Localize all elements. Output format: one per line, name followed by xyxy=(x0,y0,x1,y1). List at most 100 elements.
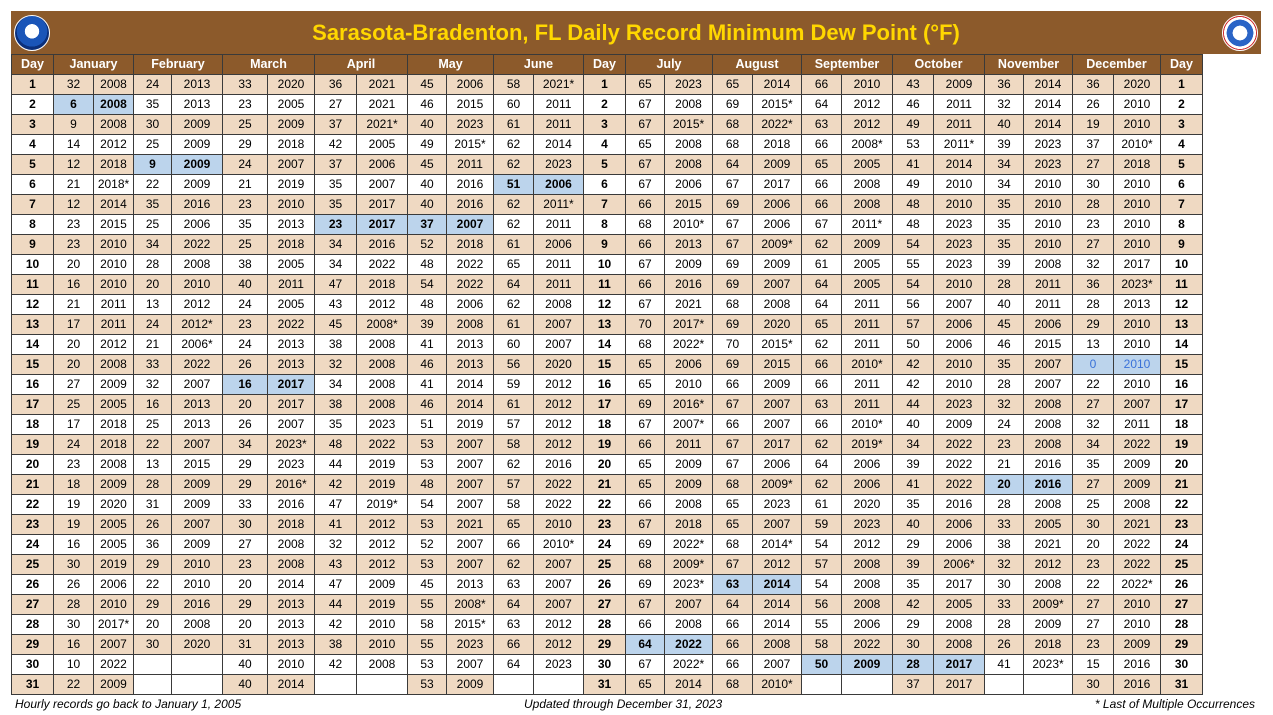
record-value: 67 xyxy=(712,214,753,235)
record-year: 2011* xyxy=(841,214,893,235)
record-value: 67 xyxy=(712,234,753,255)
record-value: 64 xyxy=(801,94,842,115)
record-year: 2009 xyxy=(171,174,223,195)
record-value: 42 xyxy=(892,354,934,375)
record-year: 2015* xyxy=(752,94,802,115)
day-number: 1 xyxy=(11,74,54,95)
record-year: 2010* xyxy=(752,674,802,695)
record-year: 2010 xyxy=(841,74,893,95)
record-value: 67 xyxy=(712,554,753,575)
record-year: 2022* xyxy=(1113,574,1161,595)
table-row: 3 9 2008 30 2009 25 2009 37 2021* 40 2023 61 2011 3 67… xyxy=(11,114,1203,135)
table-row: 25 30 2019 29 2010 23 2008 43 2012 53 2007 62 2007 25… xyxy=(11,554,1203,575)
record-year: 2010 xyxy=(93,594,134,615)
record-value: 23 xyxy=(222,554,268,575)
day-number: 6 xyxy=(583,174,626,195)
record-year: 2010 xyxy=(1023,174,1073,195)
table-row: 31 22 2009 40 2014 53 2009 31 65 2014 68 2010* 37 201… xyxy=(11,674,1203,695)
record-year: 2018 xyxy=(1023,634,1073,655)
record-year: 2008* xyxy=(841,134,893,155)
record-value: 53 xyxy=(892,134,934,155)
record-value: 34 xyxy=(133,234,172,255)
record-value: 38 xyxy=(314,394,357,415)
record-year: 2008 xyxy=(533,294,584,315)
record-value: 34 xyxy=(984,174,1024,195)
record-value: 45 xyxy=(407,74,447,95)
record-value: 64 xyxy=(712,154,753,175)
day-number: 17 xyxy=(583,394,626,415)
record-value: 56 xyxy=(493,354,534,375)
record-value: 23 xyxy=(1072,634,1114,655)
record-year: 2009 xyxy=(933,74,985,95)
record-year: 2009 xyxy=(1113,634,1161,655)
record-value: 63 xyxy=(493,574,534,595)
record-year: 2016 xyxy=(664,274,713,295)
record-year: 2010 xyxy=(93,274,134,295)
record-value: 67 xyxy=(712,434,753,455)
record-year: 2017 xyxy=(267,374,315,395)
record-value: 29 xyxy=(133,594,172,615)
record-value: 30 xyxy=(1072,174,1114,195)
record-year: 2010* xyxy=(1113,134,1161,155)
record-value: 52 xyxy=(407,534,447,555)
record-year: 2009 xyxy=(171,154,223,175)
record-value: 65 xyxy=(493,254,534,275)
record-value: 20 xyxy=(133,614,172,635)
record-value: 36 xyxy=(1072,274,1114,295)
record-value: 34 xyxy=(314,234,357,255)
record-year: 2007* xyxy=(664,414,713,435)
title-bar: Sarasota-Bradenton, FL Daily Record Mini… xyxy=(11,11,1261,54)
record-year: 2008 xyxy=(841,594,893,615)
record-year: 2016 xyxy=(171,194,223,215)
record-value: 20 xyxy=(53,254,94,275)
record-value: 64 xyxy=(493,274,534,295)
record-year: 2012 xyxy=(93,334,134,355)
day-number: 7 xyxy=(583,194,626,215)
record-year: 2006 xyxy=(752,454,802,475)
record-value: 69 xyxy=(712,254,753,275)
record-year: 2022 xyxy=(171,234,223,255)
record-value: 22 xyxy=(1072,574,1114,595)
record-year: 2006 xyxy=(933,314,985,335)
record-year: 2010 xyxy=(1113,354,1161,375)
table-row: 5 12 2018 9 2009 24 2007 37 2006 45 2011 62 2023 5 67 2… xyxy=(11,154,1203,175)
record-value: 44 xyxy=(314,454,357,475)
record-year: 2008 xyxy=(267,534,315,555)
record-year: 2008 xyxy=(356,394,408,415)
day-number: 31 xyxy=(583,674,626,695)
record-value: 67 xyxy=(625,174,665,195)
record-year: 2008 xyxy=(446,314,494,335)
record-value: 63 xyxy=(493,614,534,635)
record-value: 62 xyxy=(801,434,842,455)
day-number: 11 xyxy=(1160,274,1203,295)
record-value: 46 xyxy=(407,394,447,415)
record-year: 2020 xyxy=(752,314,802,335)
day-number: 21 xyxy=(1160,474,1203,495)
day-number: 24 xyxy=(1160,534,1203,555)
record-year: 2011 xyxy=(533,274,584,295)
record-value: 42 xyxy=(314,614,357,635)
record-value: 48 xyxy=(407,474,447,495)
record-year: 2012 xyxy=(533,634,584,655)
record-value: 18 xyxy=(53,474,94,495)
record-year: 2009 xyxy=(171,474,223,495)
record-year: 2019 xyxy=(446,414,494,435)
record-value: 48 xyxy=(407,294,447,315)
record-year: 2017 xyxy=(267,394,315,415)
record-year: 2005 xyxy=(93,394,134,415)
record-value: 46 xyxy=(407,94,447,115)
record-value: 66 xyxy=(801,134,842,155)
record-value: 19 xyxy=(53,514,94,535)
record-year: 2007 xyxy=(446,434,494,455)
record-value: 63 xyxy=(712,574,753,595)
day-number: 17 xyxy=(11,394,54,415)
day-number: 25 xyxy=(1160,554,1203,575)
record-year: 2008 xyxy=(752,294,802,315)
record-value: 20 xyxy=(222,614,268,635)
record-year: 2016 xyxy=(1023,474,1073,495)
day-number: 3 xyxy=(11,114,54,135)
record-value: 9 xyxy=(53,114,94,135)
record-table: Day January February March April May June Day Ju… xyxy=(11,54,1203,695)
record-value: 41 xyxy=(314,514,357,535)
record-value: 37 xyxy=(407,214,447,235)
